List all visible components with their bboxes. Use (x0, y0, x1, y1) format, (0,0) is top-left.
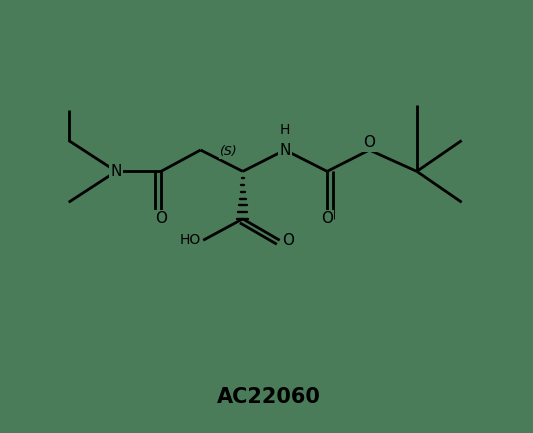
Text: H: H (280, 123, 290, 137)
Text: HO: HO (179, 233, 200, 247)
Text: O: O (282, 233, 294, 248)
Text: AC22060: AC22060 (217, 387, 321, 407)
Text: N: N (279, 142, 290, 158)
Text: O: O (364, 136, 375, 150)
Text: O: O (155, 211, 167, 226)
Text: (S): (S) (219, 145, 237, 158)
Text: O: O (321, 211, 333, 226)
Text: N: N (110, 164, 122, 179)
